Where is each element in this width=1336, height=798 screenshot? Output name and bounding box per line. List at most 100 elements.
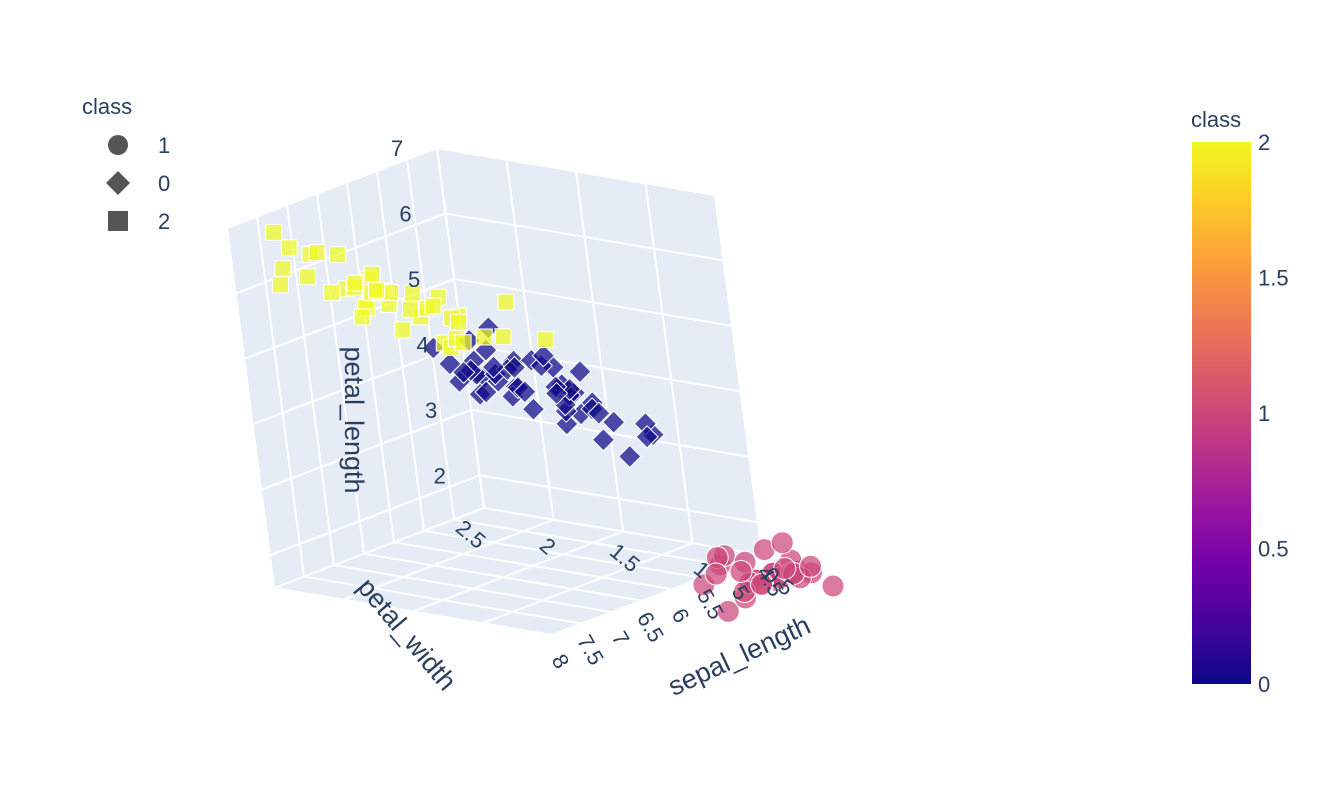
data-point-square[interactable]: [329, 246, 347, 264]
x-tick-label: 7: [607, 627, 635, 650]
z-tick-label: 6: [399, 201, 411, 226]
data-point-square[interactable]: [299, 268, 317, 286]
data-point-square[interactable]: [363, 265, 381, 283]
data-point-diamond[interactable]: [555, 412, 579, 436]
legend-symbol-square-icon[interactable]: [108, 211, 128, 231]
data-point-circle[interactable]: [704, 562, 728, 586]
data-point-diamond[interactable]: [513, 380, 537, 404]
legend-label-0[interactable]: 0: [158, 171, 170, 196]
grid-line: [445, 212, 724, 262]
colorbar-tick: 0: [1258, 672, 1270, 697]
series-0: [421, 316, 665, 469]
z-tick-label: 2: [434, 463, 446, 488]
data-point-square[interactable]: [280, 239, 298, 257]
grid-line: [273, 507, 485, 589]
grid-line: [482, 542, 693, 625]
colorbar-tick: 2: [1258, 130, 1270, 155]
legend-symbol-circle-icon[interactable]: [108, 135, 128, 155]
colorbar-gradient: [1192, 142, 1251, 684]
data-point-diamond[interactable]: [587, 401, 611, 425]
grid-line: [575, 171, 624, 532]
grid-line: [346, 182, 395, 543]
grid-line: [479, 474, 758, 524]
z-axis-title: petal_length: [339, 346, 369, 493]
z-tick-label: 4: [417, 332, 429, 357]
grid-line: [256, 216, 305, 577]
x-tick-label: 7.5: [572, 630, 609, 669]
data-point-diamond[interactable]: [544, 381, 569, 406]
legend-symbol-diamond-icon[interactable]: [106, 171, 130, 195]
grid-line: [436, 147, 716, 196]
data-point-diamond[interactable]: [521, 397, 546, 421]
grid-line: [260, 408, 472, 491]
data-point-square[interactable]: [346, 274, 364, 292]
data-point-diamond[interactable]: [451, 360, 476, 385]
data-point-diamond[interactable]: [591, 428, 616, 452]
series-2: [265, 223, 555, 356]
grid-line: [644, 183, 694, 544]
data-point-square[interactable]: [449, 313, 467, 331]
data-point-diamond[interactable]: [601, 410, 626, 434]
data-point-square[interactable]: [497, 293, 515, 311]
colorbar-tick: 0.5: [1258, 537, 1289, 562]
data-point-square[interactable]: [475, 328, 493, 346]
data-point-square[interactable]: [394, 321, 412, 339]
data-point-square[interactable]: [368, 281, 386, 299]
x-tick-label: 8: [547, 650, 575, 673]
grid-line: [226, 147, 438, 229]
colorbar-tick: 1: [1258, 401, 1270, 426]
data-point-square[interactable]: [265, 223, 283, 241]
data-point-diamond[interactable]: [618, 444, 642, 469]
colorbar-title: class: [1191, 107, 1241, 132]
data-point-circle[interactable]: [729, 559, 753, 583]
z-tick-label: 3: [425, 398, 437, 423]
data-point-diamond[interactable]: [568, 359, 592, 384]
data-point-diamond[interactable]: [474, 380, 498, 404]
data-point-square[interactable]: [401, 300, 419, 318]
data-point-square[interactable]: [454, 334, 472, 352]
legend: class 1 0 2: [82, 94, 170, 234]
data-point-circle[interactable]: [773, 557, 797, 581]
x-axis-title: sepal_length: [663, 610, 814, 702]
grid-line: [269, 474, 481, 557]
data-point-circle[interactable]: [770, 531, 794, 555]
data-point-circle[interactable]: [750, 572, 774, 596]
data-point-square[interactable]: [271, 276, 289, 294]
data-point-square[interactable]: [494, 328, 512, 346]
data-point-square[interactable]: [424, 297, 442, 315]
grid-line: [453, 277, 733, 327]
x-tick-label: 6.5: [632, 607, 669, 646]
data-point-square[interactable]: [274, 260, 292, 278]
grid-line: [226, 227, 275, 589]
x-tick-label: 6: [667, 604, 695, 627]
grid-line: [462, 343, 741, 393]
grid-line: [343, 518, 554, 601]
data-point-circle[interactable]: [799, 554, 823, 578]
z-tick-label: 5: [408, 267, 420, 292]
grid-line: [286, 205, 335, 566]
data-point-circle[interactable]: [716, 599, 740, 623]
legend-title: class: [82, 94, 132, 119]
grid-line: [714, 194, 763, 556]
data-point-square[interactable]: [323, 284, 341, 302]
series-1: [692, 531, 845, 623]
z-tick-label: 7: [391, 136, 403, 161]
grid-line: [471, 408, 750, 458]
data-point-square[interactable]: [353, 308, 371, 326]
data-point-circle[interactable]: [821, 574, 845, 598]
legend-label-2[interactable]: 2: [158, 209, 170, 234]
data-point-diamond[interactable]: [502, 355, 527, 380]
data-point-diamond[interactable]: [635, 425, 659, 449]
data-point-diamond[interactable]: [531, 344, 556, 368]
colorbar: class 2 1.5 1 0.5 0: [1191, 107, 1289, 697]
data-point-square[interactable]: [308, 244, 326, 262]
data-point-square[interactable]: [537, 331, 555, 349]
data-point-diamond[interactable]: [481, 355, 506, 379]
grid-line: [505, 159, 555, 520]
grid-line: [376, 170, 425, 531]
grid-line: [252, 343, 463, 426]
colorbar-tick: 1.5: [1258, 266, 1289, 291]
legend-label-1[interactable]: 1: [158, 133, 170, 158]
